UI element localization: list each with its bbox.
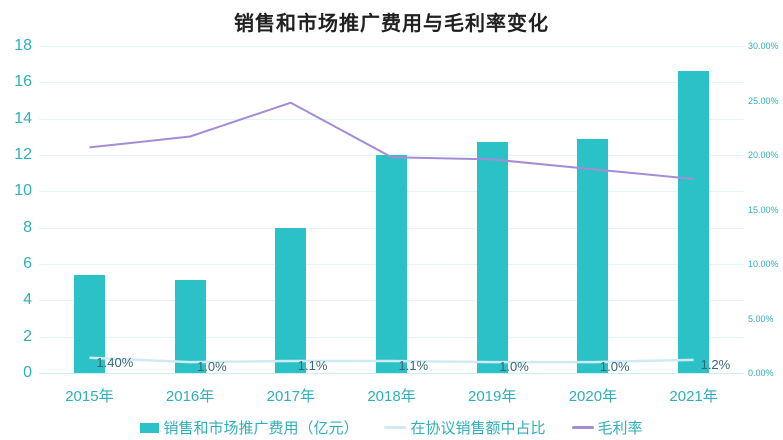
ratio-label-2019年: 1.0% — [499, 359, 529, 375]
axis-tick-right-5: 5.00% — [748, 313, 774, 324]
x-label-2018年: 2018年 — [367, 388, 416, 405]
bar-2021年 — [678, 71, 710, 373]
axis-tick-left-6: 6 — [23, 255, 32, 272]
bar-2017年 — [275, 227, 307, 373]
axis-tick-left-10: 10 — [14, 182, 32, 200]
axis-tick-left-4: 4 — [23, 291, 32, 309]
axis-tick-left-14: 14 — [14, 109, 32, 127]
ratio-label-2016年: 1.0% — [197, 359, 227, 375]
legend-line-swatch-icon — [384, 426, 407, 429]
legend-item-1: 销售和市场推广费用（亿元） — [140, 417, 358, 438]
ratio-label-2021年: 1.2% — [700, 356, 731, 372]
ratio-label-2020年: 1.0% — [599, 359, 630, 375]
axis-tick-left-12: 12 — [14, 146, 32, 163]
x-label-2021年: 2021年 — [669, 388, 718, 405]
x-axis-line — [39, 373, 744, 374]
axis-tick-right-20: 20.00% — [748, 150, 779, 160]
chart-title: 销售和市场推广费用与毛利率变化 — [234, 13, 549, 35]
legend-label: 在协议销售额中占比 — [410, 420, 546, 437]
legend-label: 销售和市场推广费用（亿元） — [163, 420, 359, 437]
x-label-2016年: 2016年 — [165, 388, 215, 405]
axis-tick-left-0: 0 — [23, 364, 32, 381]
chart-legend: 销售和市场推广费用（亿元） 在协议销售额中占比 毛利率 — [0, 417, 783, 438]
bar-2019年 — [476, 142, 508, 373]
gridline-14 — [39, 118, 744, 120]
gridline-18 — [39, 46, 744, 47]
axis-tick-right-10: 10.00% — [748, 259, 779, 269]
axis-tick-left-2: 2 — [23, 327, 32, 345]
legend-bar-swatch-icon — [140, 422, 160, 433]
axis-tick-right-0: 0.00% — [748, 368, 774, 378]
bar-2018年 — [376, 155, 407, 373]
legend-label: 毛利率 — [597, 420, 643, 437]
axis-tick-right-25: 25.00% — [748, 95, 779, 106]
x-label-2020年: 2020年 — [568, 388, 618, 405]
x-label-2017年: 2017年 — [266, 388, 315, 405]
axis-tick-left-8: 8 — [23, 218, 32, 236]
axis-tick-right-15: 15.00% — [748, 204, 779, 215]
gridline-16 — [39, 82, 744, 84]
axis-tick-right-30: 30.00% — [748, 41, 779, 51]
legend-item-3: 毛利率 — [571, 417, 643, 438]
legend-item-2: 在协议销售额中占比 — [384, 417, 546, 438]
axis-tick-left-18: 18 — [14, 37, 32, 54]
ratio-label-2017年: 1.1% — [297, 358, 328, 373]
ratio-label-2015年: 1.40% — [96, 354, 134, 370]
axis-tick-left-16: 16 — [14, 73, 32, 91]
ratio-label-2018年: 1.1% — [398, 358, 429, 373]
x-label-2015年: 2015年 — [65, 388, 114, 405]
x-label-2019年: 2019年 — [468, 388, 517, 405]
bar-2020年 — [577, 138, 609, 373]
legend-line-swatch-icon — [571, 426, 594, 429]
